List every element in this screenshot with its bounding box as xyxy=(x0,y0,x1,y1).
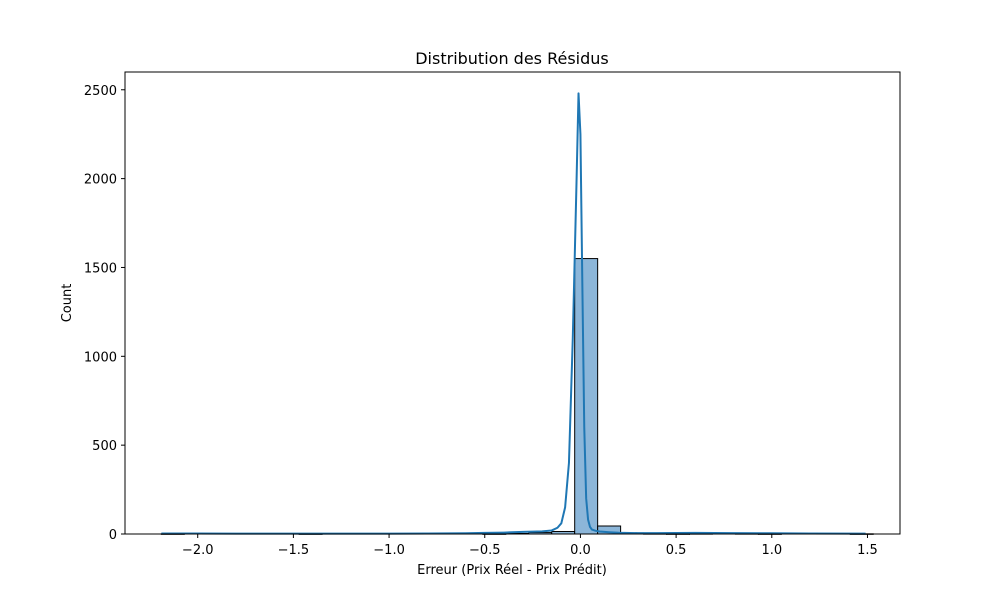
x-tick-label: −1.5 xyxy=(278,543,310,558)
plot-frame xyxy=(124,71,901,535)
x-tick-label: 0.5 xyxy=(666,543,687,558)
y-axis-label: Count xyxy=(60,284,75,323)
y-tick-label: 1500 xyxy=(84,261,117,276)
kde-line xyxy=(161,92,866,535)
y-axis-ticks: 0 500 1000 1500 2000 2500 xyxy=(84,84,125,543)
x-tick-label: 1.0 xyxy=(761,543,782,558)
y-tick-label: 1000 xyxy=(84,350,117,365)
x-tick-label: 1.5 xyxy=(857,543,878,558)
x-axis-ticks: −2.0 −1.5 −1.0 −0.5 0.0 0.5 1.0 1.5 xyxy=(182,534,878,558)
y-tick-label: 2000 xyxy=(84,173,117,188)
x-axis-label: Erreur (Prix Réel - Prix Prédit) xyxy=(417,563,607,578)
histogram-bars xyxy=(160,258,874,535)
kde-curve-group xyxy=(161,92,866,535)
x-tick-label: −0.5 xyxy=(469,543,501,558)
x-tick-label: −1.0 xyxy=(373,543,405,558)
x-tick-label: 0.0 xyxy=(570,543,591,558)
chart-title: Distribution des Résidus xyxy=(415,49,609,68)
y-tick-label: 0 xyxy=(109,528,117,543)
x-tick-label: −2.0 xyxy=(182,543,214,558)
y-tick-label: 2500 xyxy=(84,84,117,99)
y-tick-label: 500 xyxy=(92,439,117,454)
